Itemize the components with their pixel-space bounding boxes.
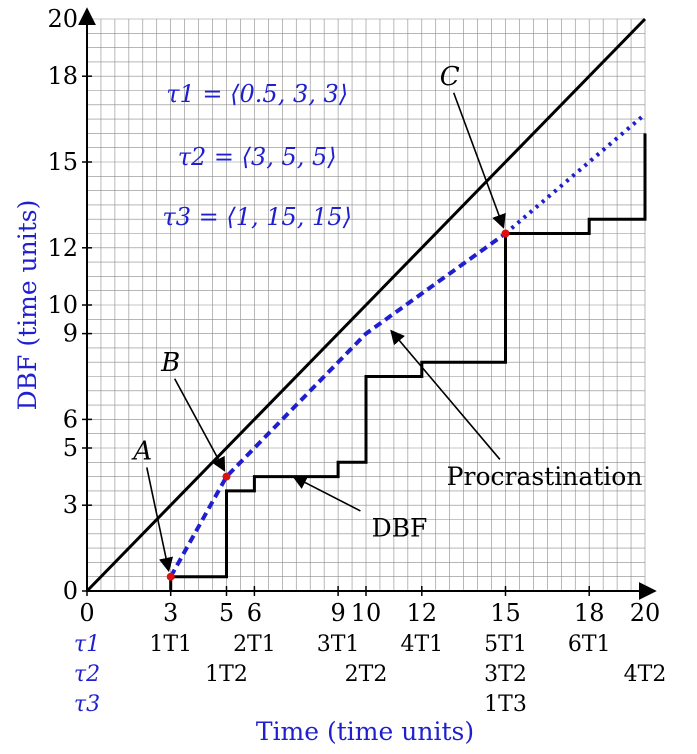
y-tick-label: 12 [47,234,78,262]
period-mark: 2T1 [233,632,276,657]
task-parameter-3: τ3 = ⟨1, 15, 15⟩ [162,203,352,231]
point-arrow-b [173,378,226,472]
period-mark: 1T3 [484,692,527,717]
x-tick-label: 10 [351,599,382,627]
point-label-a: A [131,436,152,466]
procrastination-extension-line [504,112,647,236]
point-arrow-c [452,92,506,229]
y-tick-label: 9 [63,320,78,348]
point-label-c: C [440,62,460,92]
point-label-b: B [160,348,180,378]
period-mark: 6T1 [568,632,611,657]
task-parameter-2: τ2 = ⟨3, 5, 5⟩ [178,143,337,171]
x-tick-label: 15 [490,599,521,627]
y-tick-label: 18 [47,62,78,90]
procrastination-annotation: Procrastination [447,462,643,491]
y-tick-label: 3 [63,491,78,519]
procrastination-line [168,231,507,578]
y-tick-label: 0 [63,577,78,605]
y-tick-label: 10 [47,291,78,319]
y-tick-label: 20 [47,5,78,33]
axes [78,7,657,600]
x-tick-label: 18 [574,599,605,627]
x-tick-label: 20 [630,599,661,627]
point-a [166,572,175,581]
period-mark: 2T2 [345,662,388,687]
grid [86,18,646,592]
labels: 0 3 5 6 9 10 12 15 18 20035691012151820ABCProcras… [47,5,666,717]
highlight-points [146,92,510,581]
y-tick-label: 5 [63,434,78,462]
x-tick-label: 0 [79,599,94,627]
point-c [501,229,510,238]
x-axis-title: Time (time units) [256,717,474,746]
dbf-annotation-arrow [292,475,361,512]
x-tick-label: 3 [163,599,178,627]
x-tick-label: 5 [219,599,234,627]
procrastination-annotation-arrow [390,329,501,460]
period-mark: 3T1 [317,632,360,657]
y-tick-label: 6 [63,405,78,433]
y-axis-title: DBF (time units) [13,200,42,411]
point-arrow-a [146,467,174,573]
period-mark: 5T1 [484,632,527,657]
dbf-annotation: DBF [372,514,428,543]
period-mark: 4T2 [624,662,667,687]
dbf-line [169,133,647,591]
x-tick-label: 9 [330,599,345,627]
period-mark: 4T1 [400,632,443,657]
identity-line [85,17,647,593]
task-parameter-1: τ1 = ⟨0.5, 3, 3⟩ [166,80,348,108]
row-label-task-2: τ2 [74,662,100,687]
period-mark: 1T2 [205,662,248,687]
row-label-task-1: τ1 [74,632,100,657]
series [85,17,647,593]
point-b [222,472,231,481]
x-tick-label: 6 [247,599,262,627]
y-tick-label: 15 [47,148,78,176]
period-mark: 3T2 [484,662,527,687]
period-mark: 1T1 [149,632,192,657]
row-label-task-3: τ3 [74,692,100,717]
x-tick-label: 12 [407,599,438,627]
